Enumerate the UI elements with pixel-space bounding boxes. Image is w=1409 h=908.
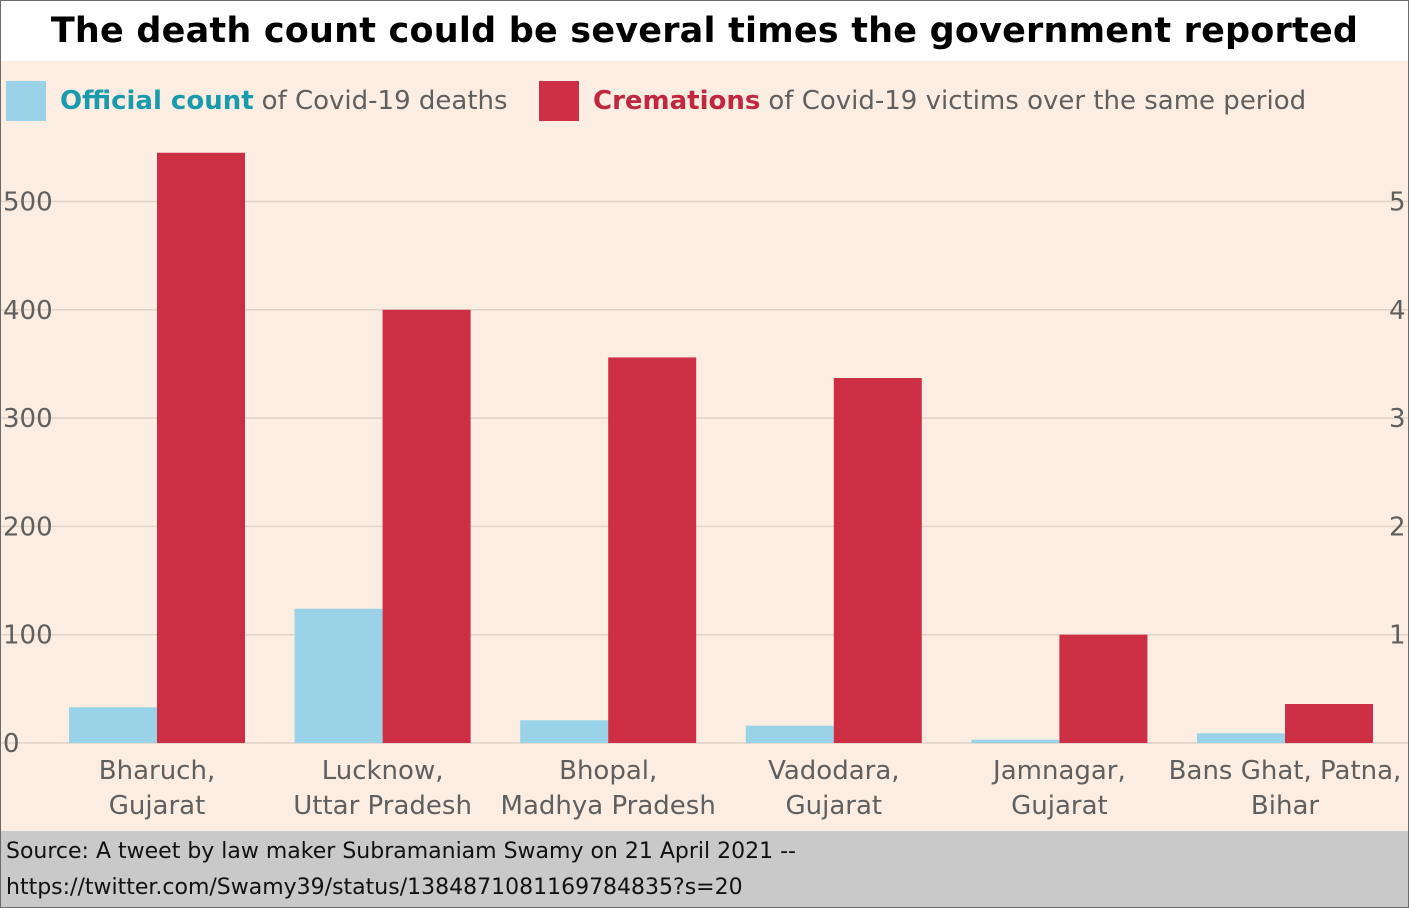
bar-official	[971, 739, 1060, 743]
x-tick-label: Lucknow,	[322, 756, 444, 786]
legend-official-rest: of Covid-19 deaths	[261, 86, 508, 116]
chart-title: The death count could be several times t…	[50, 11, 1359, 111]
x-tick-label: Bans Ghat, Patna,	[1169, 756, 1402, 786]
bar-official	[1197, 733, 1285, 743]
x-tick-label: Bharuch,	[99, 756, 215, 786]
x-tick-label: Jamnagar,	[991, 756, 1126, 786]
x-tick-label: Uttar Pradesh	[293, 791, 472, 821]
legend-swatch-cremations	[539, 81, 579, 121]
x-tick-label: Bihar	[1251, 791, 1319, 821]
y-tick-left: 500	[3, 188, 53, 218]
legend-cremations-key: Cremations	[593, 86, 761, 116]
y-tick-right: 2	[1389, 512, 1406, 542]
x-tick-label: Madhya Pradesh	[501, 791, 716, 821]
y-tick-left: 200	[3, 512, 53, 542]
legend-cremations: Cremations of Covid-19 victims over the …	[539, 81, 1306, 121]
x-tick-label: Gujarat	[109, 791, 206, 821]
y-tick-left: 0	[3, 729, 20, 759]
y-tick-left: 100	[3, 621, 53, 651]
legend-official-key: Official count	[60, 86, 254, 116]
bar-cremations	[157, 152, 245, 743]
x-tick-label: Gujarat	[785, 791, 882, 821]
x-tick-label: Gujarat	[1011, 791, 1108, 821]
bar-cremations	[833, 378, 922, 743]
bar-cremations	[608, 357, 697, 743]
bar-cremations	[1285, 704, 1373, 743]
source-footer: Source: A tweet by law maker Subramaniam…	[1, 831, 1408, 907]
bar-official	[294, 608, 383, 743]
legend-cremations-rest: of Covid-19 victims over the same period	[768, 86, 1307, 116]
y-tick-right: 1	[1389, 621, 1406, 651]
x-tick-label: Vadodara,	[768, 756, 899, 786]
source-line-2: https://twitter.com/Swamy39/status/13848…	[6, 875, 743, 900]
legend-swatch-official	[6, 81, 46, 121]
bar-cremations	[1059, 634, 1148, 743]
source-line-1: Source: A tweet by law maker Subramaniam…	[6, 839, 796, 864]
legend-official: Official count of Covid-19 deaths	[6, 81, 508, 121]
y-tick-right: 4	[1389, 296, 1406, 326]
bar-chart: 0 100 200 300 400 500 1 2 3 4 5 Bharuch, Gujarat Luck…	[1, 152, 1408, 821]
bar-official	[69, 707, 157, 743]
y-tick-left: 400	[3, 296, 53, 326]
y-tick-right: 3	[1389, 404, 1406, 434]
bar-official	[520, 720, 609, 743]
y-tick-left: 300	[3, 404, 53, 434]
bar-official	[745, 725, 834, 743]
y-tick-right: 5	[1389, 188, 1406, 218]
x-tick-label: Bhopal,	[559, 756, 657, 786]
bar-cremations	[382, 309, 471, 743]
